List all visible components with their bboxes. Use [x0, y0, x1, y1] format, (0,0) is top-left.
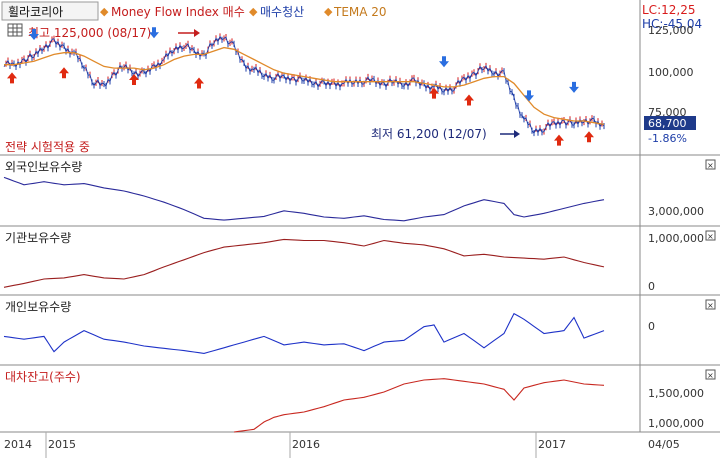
buy-signal-arrow — [194, 77, 204, 89]
buy-signal-arrow — [129, 74, 139, 86]
individual-tick: 0 — [648, 320, 655, 333]
sell-signal-arrow — [524, 90, 534, 102]
x-tick-date: 04/05 — [648, 438, 680, 451]
svg-text:×: × — [707, 232, 714, 241]
close-icon[interactable]: × — [705, 159, 716, 170]
x-tick-2017: 2017 — [538, 438, 566, 451]
signal-arrows — [7, 27, 594, 146]
buy-signal-arrow — [584, 131, 594, 143]
foreign-tick: 3,000,000 — [648, 205, 704, 218]
last-price: 68,700 — [648, 117, 687, 130]
buy-signal-arrow — [59, 67, 69, 79]
price-tick-100000: 100,000 — [648, 66, 694, 79]
panel-title-foreign: 외국인보유수량 — [5, 160, 82, 174]
sell-signal-arrow — [569, 81, 579, 93]
sell-signal-arrow — [439, 56, 449, 68]
tema-line — [4, 46, 605, 126]
bullet-icon: ◆ — [249, 5, 258, 18]
close-icon[interactable]: × — [705, 299, 716, 310]
institution-tick-1: 1,000,000 — [648, 232, 704, 245]
lending-tick-2: 1,000,000 — [648, 417, 704, 430]
change-pct: -1.86% — [648, 132, 687, 145]
x-tick-2015: 2015 — [48, 438, 76, 451]
institution-tick-2: 0 — [648, 280, 655, 293]
low-note-arrowhead — [514, 130, 520, 138]
foreign-line — [3, 176, 605, 222]
strategy-note: 전략 시험적용 중 — [5, 140, 90, 154]
hc-label: HC:-45,04 — [642, 17, 702, 31]
institution-holding-series — [3, 238, 605, 288]
sell-signal-arrow — [149, 27, 159, 39]
low-note: 최저 61,200 (12/07) — [371, 127, 487, 141]
bullet-icon: ◆ — [324, 5, 333, 18]
last-price-box — [644, 116, 696, 130]
x-tick-2016: 2016 — [292, 438, 320, 451]
symbol-label: 휠라코리아 — [8, 5, 63, 19]
lc-label: LC:12,25 — [642, 3, 695, 17]
price-series — [3, 33, 605, 137]
buy-signal-arrow — [7, 72, 17, 84]
price-tick-125000: 125,000 — [648, 24, 694, 37]
panel-title-individual: 개인보유수량 — [5, 300, 71, 314]
institution-line — [3, 238, 605, 288]
sell-label: 매수청산 — [260, 5, 304, 19]
foreign-holding-series — [3, 176, 605, 222]
bullet-icon: ◆ — [100, 5, 109, 18]
sell-signal-arrow — [29, 28, 39, 40]
symbol-box[interactable] — [1, 1, 99, 21]
buy-signal-arrow — [554, 134, 564, 146]
panel-title-lending: 대차잔고(주수) — [5, 370, 81, 384]
lending-tick-1: 1,500,000 — [648, 387, 704, 400]
individual-line — [3, 312, 605, 354]
price-tick-75000: 75,000 — [648, 106, 687, 119]
grid-icon[interactable] — [7, 23, 23, 37]
svg-text:×: × — [707, 301, 714, 310]
close-icon[interactable]: × — [705, 369, 716, 380]
lending-balance-series — [233, 378, 605, 433]
individual-holding-series — [3, 312, 605, 354]
svg-text:×: × — [707, 161, 714, 170]
close-icon[interactable]: × — [705, 230, 716, 241]
price-line — [3, 35, 605, 134]
buy-signal-arrow — [429, 87, 439, 99]
buy-signal-arrow — [464, 94, 474, 106]
x-tick-2014: 2014 — [4, 438, 32, 451]
panel-title-institution: 기관보유수량 — [5, 231, 71, 245]
high-note: 최고 125,000 (08/17) — [28, 26, 151, 40]
high-note-arrowhead — [194, 29, 200, 37]
svg-text:×: × — [707, 371, 714, 380]
lending-line — [233, 378, 605, 433]
tema-label: TEMA 20 — [333, 5, 387, 19]
indicator-label: Money Flow Index 매수 — [111, 5, 245, 19]
